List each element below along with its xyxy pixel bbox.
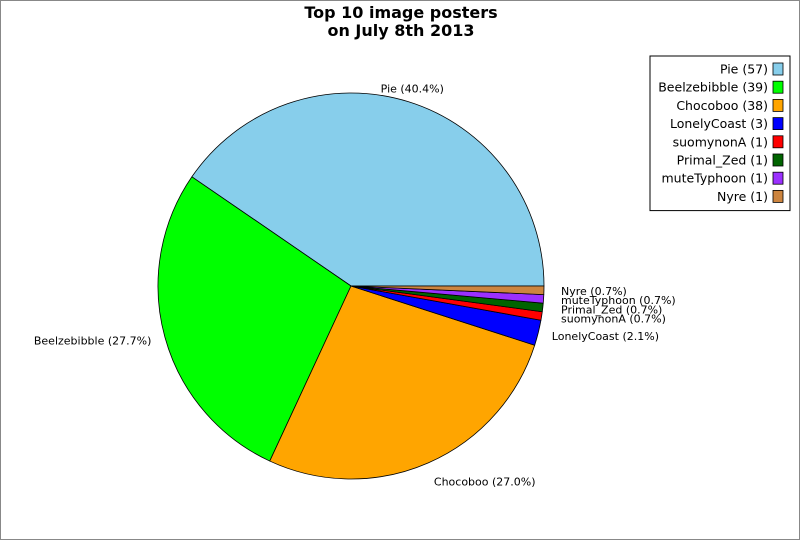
- pie-slice-nyre: [350, 285, 545, 295]
- legend-swatch: [772, 171, 784, 185]
- pie-slice-chocoboo: [269, 285, 536, 480]
- legend-entry: Chocoboo (38): [676, 98, 768, 113]
- legend-box: [649, 55, 791, 212]
- legend-swatch: [772, 153, 784, 167]
- legend-entry: Pie (57): [720, 62, 768, 77]
- slice-label: Beelzebibble (27.7%): [34, 335, 152, 348]
- legend-entry: Nyre (1): [717, 189, 768, 204]
- pie-slices: [157, 92, 545, 480]
- slice-label: Pie (40.4%): [381, 82, 444, 95]
- pie-slice-pie: [191, 92, 545, 287]
- legend-entry: muteTyphoon (1): [661, 171, 768, 186]
- chart-title-line-1: Top 10 image posters: [304, 3, 497, 22]
- legend-swatch: [772, 80, 784, 94]
- legend-entry: LonelyCoast (3): [670, 116, 768, 131]
- legend-swatch: [772, 99, 784, 112]
- slice-label: suomynonA (0.7%): [561, 313, 666, 326]
- slice-label: LonelyCoast (2.1%): [552, 330, 659, 343]
- legend-entry: Primal_Zed (1): [677, 153, 768, 168]
- chart-title-line-2: on July 8th 2013: [327, 21, 474, 40]
- chart-legend: Pie (57) Beelzebibble (39) Chocoboo (38) Lo…: [649, 55, 791, 212]
- legend-swatch: [772, 189, 784, 203]
- legend-swatch: [772, 62, 784, 76]
- legend-entry: suomynonA (1): [673, 134, 768, 149]
- legend-swatch: [772, 117, 784, 130]
- legend-swatch: [772, 135, 784, 149]
- legend-entry: Beelzebibble (39): [658, 80, 768, 95]
- slice-label: muteTyphoon (0.7%): [561, 294, 676, 307]
- slice-label: Chocoboo (27.0%): [434, 476, 536, 489]
- slice-labels: Pie (40.4%) Beelzebibble (27.7%) Chocoboo …: [34, 82, 676, 488]
- pie-slice-beelzebibble: [157, 176, 352, 462]
- slice-label: Primal_Zed (0.7%): [561, 303, 662, 316]
- slice-label: Nyre (0.7%): [561, 285, 627, 298]
